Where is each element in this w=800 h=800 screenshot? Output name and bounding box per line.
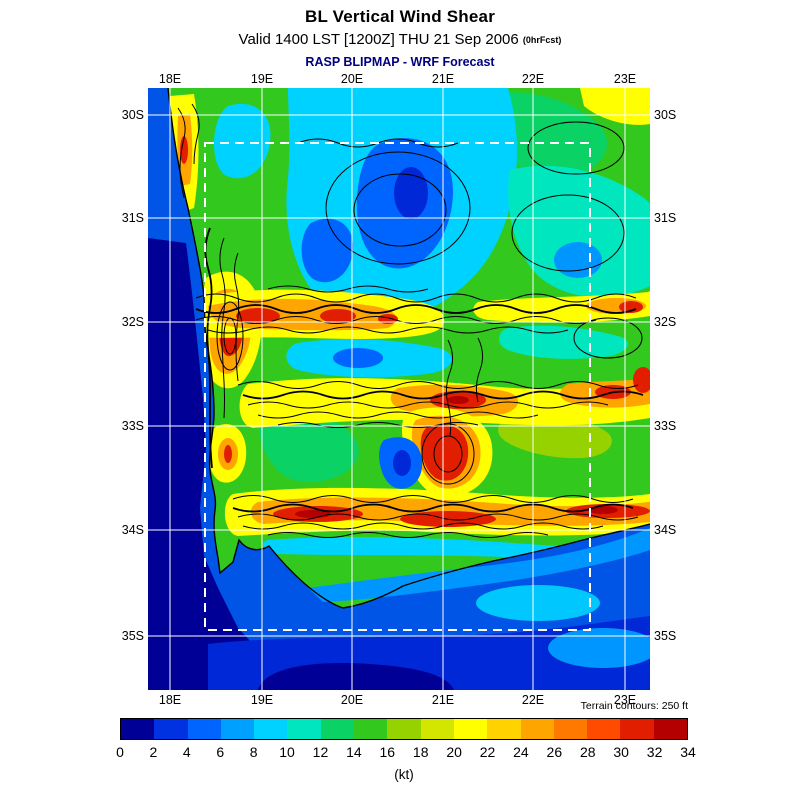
colorbar-tick-label: 0 — [116, 744, 124, 760]
valid-time-line: Valid 1400 LST [1200Z] THU 21 Sep 2006 (… — [0, 31, 800, 48]
x-tick-label-top: 22E — [521, 72, 545, 86]
colorbar-tick-label: 16 — [379, 744, 396, 760]
terrain-contours — [177, 103, 644, 538]
colorbar-tick-label: 18 — [412, 744, 429, 760]
colorbar-tick-label: 20 — [446, 744, 462, 760]
colorbar-cell — [453, 719, 488, 739]
x-tick-label-top: 19E — [250, 72, 274, 86]
colorbar-tick-label: 34 — [680, 744, 696, 760]
units-label: (kt) — [394, 767, 414, 782]
colorbar-tick-label: 6 — [216, 744, 225, 760]
colorbar-tick-label: 28 — [579, 744, 596, 760]
colorbar-cell — [154, 719, 188, 739]
y-tick-label-right: 30S — [654, 108, 677, 122]
y-tick-label-left: 31S — [121, 211, 144, 225]
colorbar-tick-label: 12 — [312, 744, 329, 760]
x-tick-label-top: 18E — [158, 72, 182, 86]
x-tick-label-bottom: 23E — [613, 693, 637, 707]
colorbar-cell — [587, 719, 621, 739]
x-tick-label-bottom: 19E — [250, 693, 274, 707]
colorbar-cell — [220, 719, 255, 739]
colorbar-cell — [387, 719, 421, 739]
x-tick-label-bottom: 18E — [158, 693, 182, 707]
model-line: RASP BLIPMAP - WRF Forecast — [305, 55, 495, 69]
colorbar-cell — [254, 719, 288, 739]
forecast-hour-suffix: (0hrFcst) — [522, 35, 562, 45]
colorbar-cell — [553, 719, 588, 739]
x-tick-label-bottom: 21E — [431, 693, 455, 707]
ocean — [148, 88, 650, 690]
y-tick-label-left: 33S — [121, 419, 144, 433]
colorbar-cell — [653, 719, 688, 739]
grid-lines — [148, 88, 650, 690]
colorbar-tick-label: 22 — [479, 744, 496, 760]
colorbar-tick-label: 8 — [249, 744, 258, 760]
colorbar-cell — [187, 719, 221, 739]
y-tick-label-right: 35S — [654, 629, 677, 643]
x-tick-label-top: 21E — [431, 72, 455, 86]
x-tick-label-top: 23E — [613, 72, 637, 86]
domain-boundary-box — [204, 142, 591, 631]
colorbar — [120, 718, 688, 740]
colorbar-cell — [620, 719, 654, 739]
y-tick-label-right: 34S — [654, 523, 677, 537]
colorbar-tick-label: 14 — [346, 744, 362, 760]
colorbar-cell — [287, 719, 321, 739]
forecast-map — [148, 88, 650, 690]
coastline — [167, 88, 650, 609]
colorbar-tick-label: 24 — [513, 744, 529, 760]
x-tick-label-top: 20E — [340, 72, 364, 86]
x-tick-label-bottom: 20E — [340, 693, 364, 707]
colorbar-cell — [354, 719, 388, 739]
colorbar-cell — [420, 719, 454, 739]
terrain-contours-note: Terrain contours: 250 ft — [580, 700, 688, 712]
colorbar-tick-label: 32 — [646, 744, 663, 760]
colorbar-tick-label: 30 — [613, 744, 629, 760]
colorbar-cell — [121, 719, 155, 739]
map-field — [148, 88, 650, 690]
y-tick-label-left: 32S — [121, 315, 144, 329]
colorbar-tick-label: 2 — [149, 744, 158, 760]
colorbar-cell — [487, 719, 521, 739]
colorbar-tick-label: 10 — [279, 744, 295, 760]
y-tick-label-left: 35S — [121, 629, 144, 643]
y-tick-label-right: 33S — [654, 419, 677, 433]
colorbar-cell — [320, 719, 355, 739]
y-tick-label-left: 30S — [121, 108, 144, 122]
y-tick-label-right: 31S — [654, 211, 677, 225]
colorbar-tick-label: 26 — [546, 744, 563, 760]
x-tick-label-bottom: 22E — [521, 693, 545, 707]
colorbar-cell — [520, 719, 554, 739]
y-tick-label-left: 34S — [121, 523, 144, 537]
page-title: BL Vertical Wind Shear — [304, 7, 496, 26]
y-tick-label-right: 32S — [654, 315, 677, 329]
colorbar-tick-label: 4 — [182, 744, 191, 760]
valid-time-text: Valid 1400 LST [1200Z] THU 21 Sep 2006 — [238, 31, 519, 48]
